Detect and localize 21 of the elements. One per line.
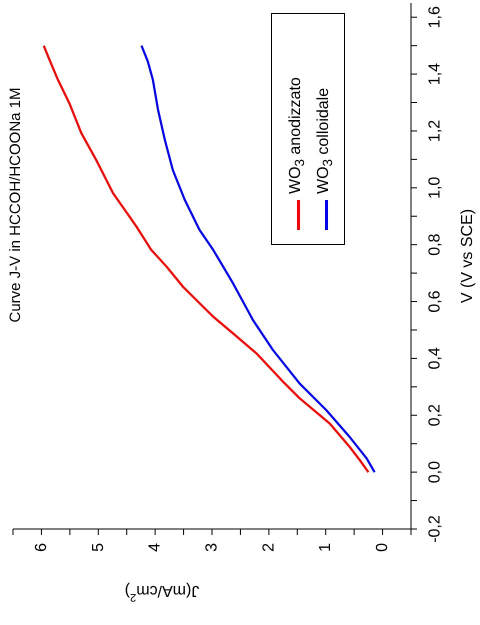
text: Curve J-V in HCCOH/HCOONa 1M [6, 87, 24, 323]
y-axis-title: V (V vs SCE) [458, 208, 476, 304]
y-tick-label: 1,0 [426, 176, 444, 199]
x-tick-label: 2 [260, 542, 278, 552]
y-tick-label: 0,6 [426, 290, 444, 313]
y-tick-label: 0,4 [426, 347, 444, 370]
y-tick-label: 1,4 [426, 62, 444, 86]
y-tick-label: 0,0 [426, 460, 444, 484]
x-tick-label: 1 [317, 542, 334, 552]
y-tick-label: 0,2 [426, 404, 444, 426]
y-tick-label: 1,6 [426, 6, 444, 28]
x-tick-label: 0 [374, 542, 392, 552]
x-tick-label: 4 [146, 542, 164, 552]
x-tick-label: 6 [32, 542, 50, 552]
x-tick-label: 3 [204, 542, 220, 552]
y-tick-label: 1,2 [426, 120, 444, 142]
y-tick-label: 0,8 [426, 233, 444, 256]
x-tick-label: 5 [90, 542, 107, 552]
line-series [140, 44, 376, 474]
line-series [42, 44, 370, 474]
y-tick-label: -0,2 [426, 515, 444, 543]
